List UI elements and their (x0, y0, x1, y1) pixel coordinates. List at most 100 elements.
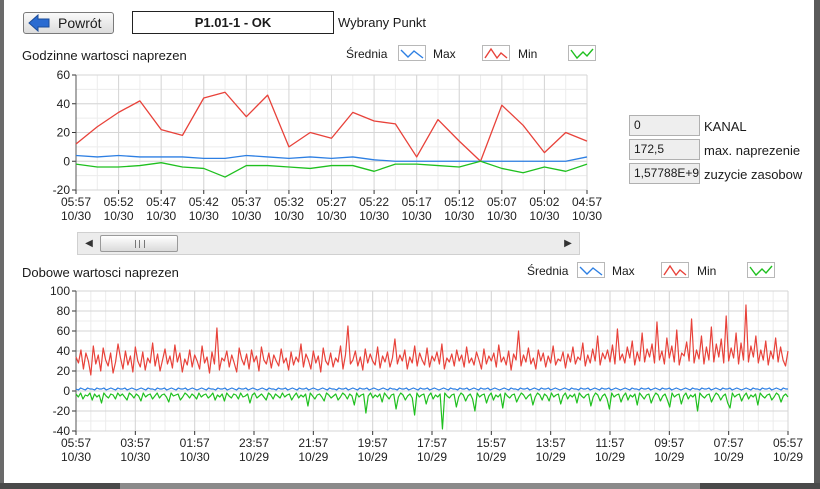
x-tick-label-time: 03:57 (120, 436, 150, 450)
back-button[interactable]: Powrót (23, 12, 114, 34)
x-tick-label-time: 05:57 (61, 436, 91, 450)
hourly-legend-min-swatch[interactable] (568, 45, 596, 61)
x-tick-label-time: 05:57 (61, 195, 91, 209)
x-tick-label-time: 05:17 (402, 195, 432, 209)
x-tick-label-time: 09:57 (654, 436, 684, 450)
hourly-chart-title: Godzinne wartosci naprezen (22, 48, 187, 63)
legend-line-icon (579, 266, 603, 276)
x-tick-label-date: 10/30 (402, 209, 432, 223)
legend-line-icon (400, 49, 424, 59)
resource-usage-field: 1,57788E+9 (629, 163, 700, 184)
x-tick-label-time: 05:22 (359, 195, 389, 209)
hourly-legend-max-label: Max (433, 47, 456, 61)
series-line-red (75, 304, 789, 376)
x-tick-label-date: 10/29 (358, 450, 388, 464)
hourly-chart-scrollbar[interactable]: ◀ ▶ (77, 232, 580, 255)
scrollbar-thumb[interactable] (100, 235, 178, 252)
legend-line-icon (570, 48, 594, 60)
x-tick-label-time: 15:57 (476, 436, 506, 450)
x-tick-label-date: 10/29 (239, 450, 269, 464)
x-tick-label-date: 10/30 (316, 209, 346, 223)
back-button-label: Powrót (58, 15, 102, 31)
daily-legend-min-swatch[interactable] (747, 262, 775, 278)
x-tick-label-date: 10/30 (146, 209, 176, 223)
x-tick-label-date: 10/29 (714, 450, 744, 464)
daily-legend-min-label: Min (697, 264, 717, 278)
x-tick-label-date: 10/29 (417, 450, 447, 464)
x-tick-label-time: 13:57 (536, 436, 566, 450)
y-tick-label: -20 (53, 183, 71, 197)
max-stress-label: max. naprezenie (704, 143, 801, 158)
x-tick-label-time: 23:57 (239, 436, 269, 450)
x-tick-label-time: 21:57 (298, 436, 328, 450)
resource-usage-label: zuzycie zasobow (704, 167, 803, 182)
window-frame-bottom-highlight (120, 483, 700, 489)
x-tick-label-date: 10/30 (231, 209, 261, 223)
hourly-legend-min-label: Min (518, 47, 538, 61)
x-tick-label-time: 17:57 (417, 436, 447, 450)
x-tick-label-time: 05:32 (274, 195, 304, 209)
channel-field: 0 (629, 115, 700, 136)
hourly-legend-avg-label: Średnia (346, 47, 388, 61)
x-tick-label-time: 19:57 (358, 436, 388, 450)
x-tick-label-time: 05:42 (189, 195, 219, 209)
arrow-left-icon (28, 14, 50, 32)
legend-line-icon (484, 47, 508, 60)
x-tick-label-date: 10/30 (274, 209, 304, 223)
window-frame-left (0, 0, 4, 489)
y-tick-label: 80 (57, 304, 71, 318)
series-line-blue (75, 154, 588, 162)
y-tick-label: 0 (63, 384, 70, 398)
x-tick-label-date: 10/30 (529, 209, 559, 223)
x-tick-label-time: 04:57 (572, 195, 602, 209)
series-line-blue (75, 387, 788, 391)
x-tick-label-time: 05:37 (231, 195, 261, 209)
channel-label: KANAL (704, 119, 747, 134)
x-tick-label-date: 10/30 (120, 450, 150, 464)
y-tick-label: 60 (57, 324, 71, 338)
y-tick-label: 40 (57, 97, 71, 111)
x-tick-label-date: 10/30 (104, 209, 134, 223)
series-line-green (75, 160, 588, 178)
y-tick-label: 0 (63, 154, 70, 168)
legend-line-icon (663, 264, 687, 277)
x-tick-label-date: 10/29 (773, 450, 803, 464)
legend-line-icon (749, 265, 773, 277)
y-tick-label: 20 (57, 126, 71, 140)
x-tick-label-date: 10/30 (61, 450, 91, 464)
x-tick-label-date: 10/29 (536, 450, 566, 464)
y-tick-label: -40 (53, 424, 71, 438)
x-tick-label-time: 05:52 (104, 195, 134, 209)
x-tick-label-date: 10/30 (359, 209, 389, 223)
y-tick-label: -20 (53, 404, 71, 418)
hourly-legend-max-swatch[interactable] (482, 45, 510, 61)
daily-legend-avg-label: Średnia (527, 264, 569, 278)
x-tick-label-time: 01:57 (180, 436, 210, 450)
x-tick-label-date: 10/29 (595, 450, 625, 464)
y-tick-label: 100 (50, 284, 70, 298)
scroll-right-icon[interactable]: ▶ (564, 238, 572, 249)
daily-legend-max-swatch[interactable] (661, 262, 689, 278)
grip-icon (135, 240, 145, 248)
x-tick-label-date: 10/30 (487, 209, 517, 223)
y-tick-label: 20 (57, 364, 71, 378)
series-line-red (75, 91, 588, 162)
x-tick-label-date: 10/30 (572, 209, 602, 223)
x-tick-label-time: 05:02 (529, 195, 559, 209)
scroll-left-icon[interactable]: ◀ (85, 238, 93, 249)
daily-legend-avg-swatch[interactable] (577, 262, 605, 278)
selected-point-caption: Wybrany Punkt (338, 15, 427, 30)
daily-chart-title: Dobowe wartosci naprezen (22, 265, 179, 280)
x-tick-label-time: 07:57 (714, 436, 744, 450)
x-tick-label-time: 11:57 (595, 436, 624, 450)
x-tick-label-time: 05:27 (316, 195, 346, 209)
hourly-legend-avg-swatch[interactable] (398, 45, 426, 61)
y-tick-label: 60 (57, 68, 71, 82)
x-tick-label-date: 10/30 (180, 450, 210, 464)
daily-legend-max-label: Max (612, 264, 635, 278)
selected-point-status: P1.01-1 - OK (132, 11, 334, 34)
x-tick-label-time: 05:47 (146, 195, 176, 209)
x-tick-label-date: 10/29 (476, 450, 506, 464)
